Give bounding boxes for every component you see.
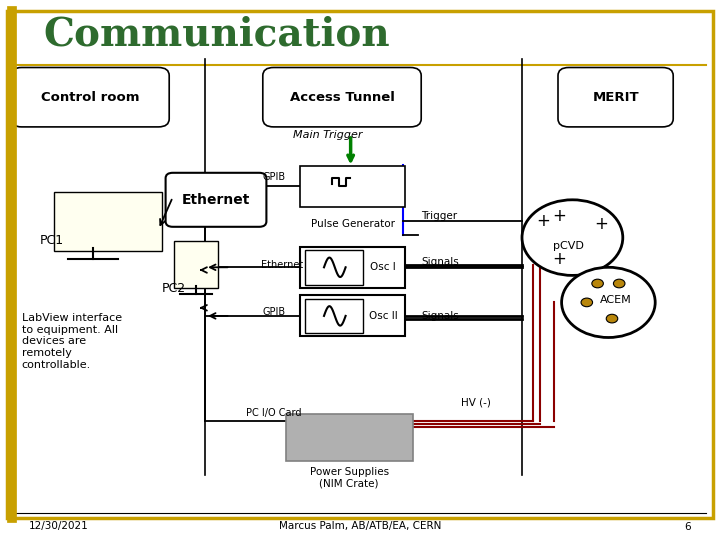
Text: 12/30/2021: 12/30/2021 (29, 522, 89, 531)
FancyBboxPatch shape (174, 241, 218, 288)
FancyBboxPatch shape (11, 68, 169, 127)
Text: Ethernet: Ethernet (261, 260, 303, 269)
Text: pCVD: pCVD (554, 241, 584, 251)
Text: +: + (552, 250, 567, 268)
Text: Marcus Palm, AB/ATB/EA, CERN: Marcus Palm, AB/ATB/EA, CERN (279, 522, 441, 531)
Text: Osc II: Osc II (369, 311, 397, 321)
Text: Ethernet: Ethernet (182, 193, 250, 207)
FancyBboxPatch shape (558, 68, 673, 127)
Text: ACEM: ACEM (600, 295, 631, 305)
Text: Trigger: Trigger (421, 211, 457, 221)
Text: Control room: Control room (41, 91, 139, 104)
Text: 6: 6 (685, 522, 691, 531)
Circle shape (606, 314, 618, 323)
Text: PC1: PC1 (40, 234, 64, 247)
Text: +: + (552, 207, 567, 225)
Text: HV (-): HV (-) (461, 397, 490, 407)
Text: LabView interface
to equipment. All
devices are
remotely
controllable.: LabView interface to equipment. All devi… (22, 313, 122, 369)
Text: Signals: Signals (421, 311, 459, 321)
FancyBboxPatch shape (166, 173, 266, 227)
Text: Main Trigger: Main Trigger (293, 130, 362, 140)
FancyBboxPatch shape (300, 295, 405, 336)
Circle shape (592, 279, 603, 288)
Text: GPIB: GPIB (263, 307, 286, 316)
Circle shape (581, 298, 593, 307)
Circle shape (562, 267, 655, 338)
Text: Signals: Signals (421, 257, 459, 267)
Circle shape (613, 279, 625, 288)
Text: +: + (536, 212, 551, 231)
FancyBboxPatch shape (300, 247, 405, 288)
Text: Communication: Communication (43, 16, 390, 54)
Text: +: + (594, 215, 608, 233)
Circle shape (522, 200, 623, 275)
Text: PC2: PC2 (162, 282, 186, 295)
Text: Pulse Generator: Pulse Generator (311, 219, 395, 229)
Text: GPIB: GPIB (263, 172, 286, 182)
Text: Osc I: Osc I (370, 262, 396, 272)
FancyBboxPatch shape (263, 68, 421, 127)
Text: MERIT: MERIT (593, 91, 639, 104)
Text: Access Tunnel: Access Tunnel (289, 91, 395, 104)
Text: PC I/O Card: PC I/O Card (246, 408, 302, 418)
FancyBboxPatch shape (300, 166, 405, 207)
Text: Power Supplies
(NIM Crate): Power Supplies (NIM Crate) (310, 467, 389, 489)
FancyBboxPatch shape (286, 414, 413, 461)
FancyBboxPatch shape (54, 192, 162, 251)
